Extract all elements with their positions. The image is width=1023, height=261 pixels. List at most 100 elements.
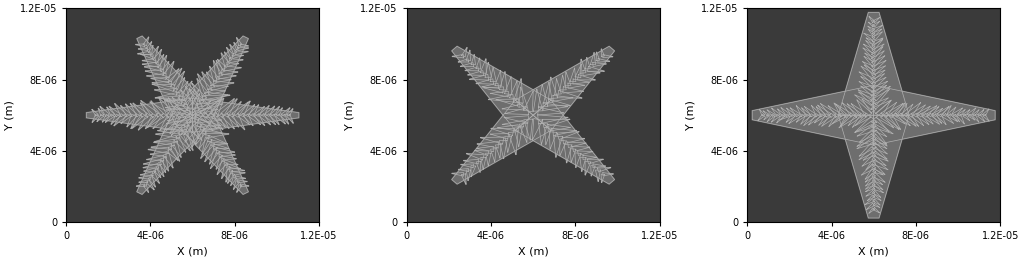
Polygon shape bbox=[237, 101, 251, 117]
Polygon shape bbox=[195, 115, 222, 123]
Polygon shape bbox=[214, 144, 229, 149]
Polygon shape bbox=[583, 70, 601, 76]
Polygon shape bbox=[863, 33, 875, 40]
Polygon shape bbox=[229, 59, 243, 63]
Polygon shape bbox=[203, 128, 222, 134]
Polygon shape bbox=[230, 177, 236, 186]
Polygon shape bbox=[580, 59, 586, 73]
Polygon shape bbox=[873, 70, 885, 79]
Polygon shape bbox=[217, 78, 231, 82]
Polygon shape bbox=[542, 119, 570, 128]
Polygon shape bbox=[922, 106, 937, 117]
Polygon shape bbox=[901, 113, 917, 126]
Polygon shape bbox=[873, 186, 884, 193]
Polygon shape bbox=[872, 44, 884, 53]
Polygon shape bbox=[862, 48, 876, 57]
Polygon shape bbox=[92, 109, 98, 116]
Polygon shape bbox=[148, 147, 169, 153]
Polygon shape bbox=[596, 52, 599, 61]
Polygon shape bbox=[458, 169, 469, 171]
Polygon shape bbox=[575, 153, 581, 168]
Polygon shape bbox=[863, 44, 876, 53]
Polygon shape bbox=[752, 85, 874, 145]
Polygon shape bbox=[872, 81, 888, 92]
Polygon shape bbox=[873, 195, 881, 200]
Polygon shape bbox=[484, 87, 503, 93]
Polygon shape bbox=[573, 79, 589, 84]
Polygon shape bbox=[865, 161, 876, 170]
Polygon shape bbox=[952, 114, 960, 122]
Polygon shape bbox=[872, 143, 887, 154]
Polygon shape bbox=[209, 89, 225, 94]
Polygon shape bbox=[167, 149, 178, 161]
Polygon shape bbox=[229, 168, 244, 172]
Polygon shape bbox=[865, 169, 876, 179]
Polygon shape bbox=[532, 118, 542, 140]
Polygon shape bbox=[855, 121, 876, 132]
Polygon shape bbox=[476, 161, 481, 172]
Polygon shape bbox=[201, 100, 220, 118]
Polygon shape bbox=[821, 113, 836, 126]
Polygon shape bbox=[143, 164, 159, 168]
Polygon shape bbox=[224, 66, 241, 71]
Polygon shape bbox=[206, 131, 229, 138]
Y-axis label: Y (m): Y (m) bbox=[685, 100, 696, 130]
Polygon shape bbox=[839, 113, 856, 128]
Polygon shape bbox=[872, 147, 887, 159]
Polygon shape bbox=[847, 104, 861, 117]
Polygon shape bbox=[927, 114, 939, 124]
Polygon shape bbox=[216, 99, 234, 117]
Polygon shape bbox=[942, 105, 951, 116]
Polygon shape bbox=[871, 90, 889, 105]
Polygon shape bbox=[533, 89, 543, 111]
Polygon shape bbox=[238, 114, 250, 125]
Polygon shape bbox=[872, 39, 883, 49]
Polygon shape bbox=[597, 58, 610, 62]
Polygon shape bbox=[176, 81, 188, 97]
Polygon shape bbox=[886, 113, 900, 129]
Polygon shape bbox=[872, 86, 890, 101]
Polygon shape bbox=[836, 104, 851, 117]
Polygon shape bbox=[968, 108, 976, 116]
Polygon shape bbox=[224, 160, 238, 165]
Polygon shape bbox=[270, 106, 279, 116]
Polygon shape bbox=[166, 104, 187, 111]
Polygon shape bbox=[597, 168, 611, 172]
Polygon shape bbox=[183, 89, 199, 109]
Polygon shape bbox=[763, 111, 769, 116]
Polygon shape bbox=[136, 184, 145, 187]
Polygon shape bbox=[499, 72, 507, 90]
Polygon shape bbox=[482, 83, 498, 88]
Polygon shape bbox=[203, 95, 228, 103]
Polygon shape bbox=[183, 121, 203, 140]
Polygon shape bbox=[564, 145, 572, 163]
Polygon shape bbox=[142, 59, 155, 63]
Polygon shape bbox=[227, 102, 241, 117]
Polygon shape bbox=[139, 176, 150, 179]
Polygon shape bbox=[519, 123, 527, 143]
Polygon shape bbox=[496, 99, 519, 106]
Polygon shape bbox=[786, 114, 795, 122]
Polygon shape bbox=[575, 64, 581, 78]
Polygon shape bbox=[872, 98, 888, 109]
Polygon shape bbox=[549, 132, 557, 149]
Polygon shape bbox=[538, 115, 568, 124]
Polygon shape bbox=[114, 114, 126, 126]
Polygon shape bbox=[585, 57, 590, 69]
Polygon shape bbox=[816, 106, 826, 116]
Polygon shape bbox=[502, 104, 524, 110]
Polygon shape bbox=[236, 38, 242, 46]
Polygon shape bbox=[777, 109, 785, 116]
Polygon shape bbox=[552, 128, 577, 136]
Polygon shape bbox=[906, 114, 919, 126]
Polygon shape bbox=[891, 103, 905, 117]
Polygon shape bbox=[460, 63, 474, 67]
Polygon shape bbox=[872, 130, 887, 144]
Polygon shape bbox=[539, 123, 547, 145]
Polygon shape bbox=[226, 164, 240, 169]
Polygon shape bbox=[205, 96, 222, 117]
Polygon shape bbox=[199, 134, 209, 149]
Polygon shape bbox=[502, 120, 524, 127]
Polygon shape bbox=[917, 106, 930, 117]
Polygon shape bbox=[144, 66, 161, 71]
